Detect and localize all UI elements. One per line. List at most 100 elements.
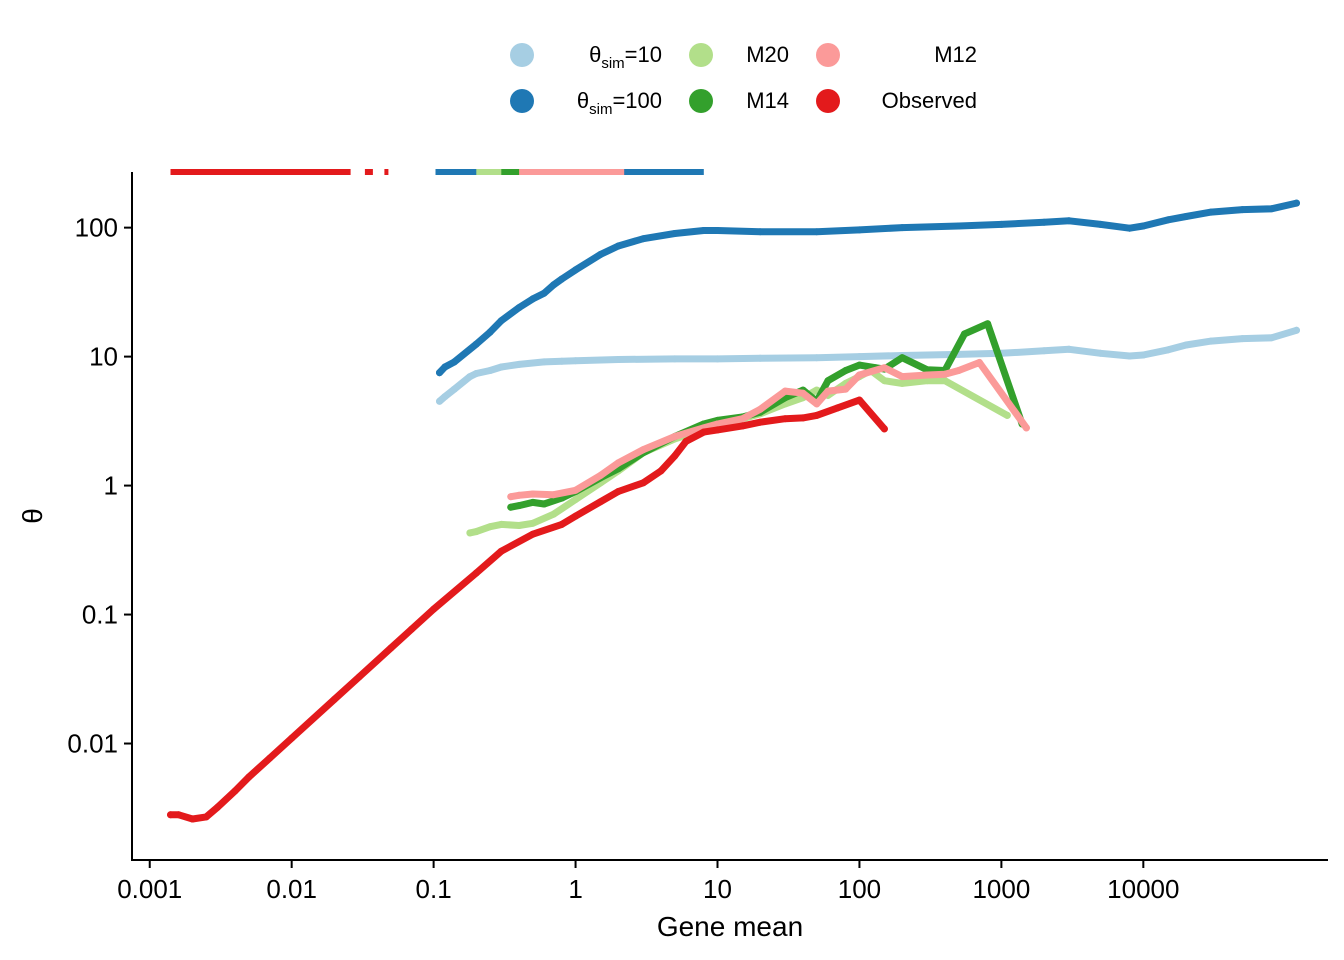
data-point	[1268, 334, 1275, 342]
data-point	[1293, 326, 1300, 334]
legend-item-theta100: θsim=100	[510, 88, 662, 118]
series-line	[466, 367, 1011, 537]
data-point	[1126, 352, 1134, 360]
data-point	[1239, 206, 1246, 214]
data-point	[955, 367, 963, 374]
data-point	[472, 528, 480, 536]
series-M12	[506, 169, 1030, 501]
data-point	[550, 281, 558, 289]
data-point	[842, 367, 850, 374]
legend-label-main: M14	[746, 88, 789, 113]
data-point	[955, 222, 963, 230]
legend-label: Observed	[882, 88, 977, 113]
data-point	[436, 397, 443, 405]
data-point	[430, 605, 438, 613]
legend-label-main: Observed	[882, 88, 977, 113]
data-point	[515, 502, 523, 510]
data-point	[189, 815, 196, 823]
data-point	[855, 371, 863, 379]
data-point	[1139, 222, 1147, 230]
series-M14	[506, 169, 1026, 511]
upper-limit-segment	[170, 169, 351, 175]
y-axis-title: θ	[17, 508, 48, 524]
legend-item-theta10: θsim=10	[510, 42, 662, 72]
data-point	[1293, 199, 1300, 207]
data-point	[1139, 351, 1147, 359]
x-tick-label: 0.001	[117, 874, 182, 904]
data-point	[572, 486, 580, 494]
data-point	[167, 811, 174, 819]
legend-label: θsim=100	[577, 88, 662, 118]
data-point	[466, 373, 474, 381]
data-point	[1164, 346, 1172, 354]
legend-label: M20	[746, 42, 789, 67]
legend-key	[689, 89, 713, 113]
data-point	[714, 355, 721, 363]
legend-item-M14: M14	[689, 88, 789, 113]
legend-label: M12	[934, 42, 977, 67]
data-point	[855, 361, 863, 369]
data-point	[855, 396, 863, 404]
legend-key	[510, 43, 534, 67]
upper-limit-segment	[365, 169, 371, 175]
data-point	[597, 498, 605, 506]
y-tick-label: 0.1	[82, 600, 118, 630]
data-point	[781, 415, 789, 423]
data-point	[497, 547, 505, 555]
data-point	[550, 491, 558, 499]
data-point	[497, 363, 505, 371]
data-point	[572, 512, 580, 520]
data-point	[756, 418, 764, 426]
data-point	[245, 773, 253, 781]
data-point	[1097, 220, 1105, 228]
legend-label-main: θ	[577, 88, 589, 113]
data-point	[540, 289, 548, 297]
data-point	[975, 359, 983, 366]
data-point	[472, 370, 480, 377]
data-point	[540, 500, 548, 508]
data-point	[529, 519, 537, 527]
x-tick-label: 1000	[972, 874, 1030, 904]
data-point	[231, 787, 239, 795]
data-point	[813, 411, 821, 419]
legend-label-main: θ	[589, 42, 601, 67]
y-tick-label: 0.01	[67, 729, 118, 759]
data-point	[824, 387, 832, 395]
data-point	[880, 425, 888, 433]
data-point	[1182, 341, 1190, 349]
legend-label: θsim=10	[589, 42, 662, 72]
upper-limit-segment	[384, 169, 389, 175]
data-point	[529, 498, 537, 506]
upper-limit-strip	[170, 169, 704, 175]
data-point	[739, 422, 746, 430]
data-point	[682, 437, 690, 445]
data-point	[1268, 205, 1275, 213]
data-point	[214, 803, 221, 811]
data-point	[486, 523, 494, 531]
data-point	[898, 379, 906, 387]
data-point	[1040, 347, 1048, 355]
data-point	[597, 471, 605, 479]
data-point	[387, 644, 395, 652]
data-point	[855, 353, 863, 361]
data-point	[1065, 345, 1073, 353]
data-point	[813, 228, 821, 236]
data-point	[671, 452, 679, 460]
legend-item-M12: M12	[816, 42, 977, 67]
data-point	[1239, 335, 1246, 343]
data-point	[898, 224, 906, 232]
data-point	[597, 250, 605, 258]
data-point	[1207, 337, 1215, 345]
data-point	[529, 530, 537, 538]
data-point	[855, 226, 863, 234]
x-tick-label: 0.01	[266, 874, 317, 904]
data-point	[550, 510, 558, 518]
data-point	[898, 354, 906, 362]
data-point	[756, 228, 764, 236]
data-point	[515, 522, 523, 529]
data-point	[450, 385, 458, 393]
series-Observed	[167, 169, 888, 823]
data-point	[1164, 216, 1172, 224]
data-point	[288, 734, 296, 742]
data-point	[714, 420, 721, 428]
